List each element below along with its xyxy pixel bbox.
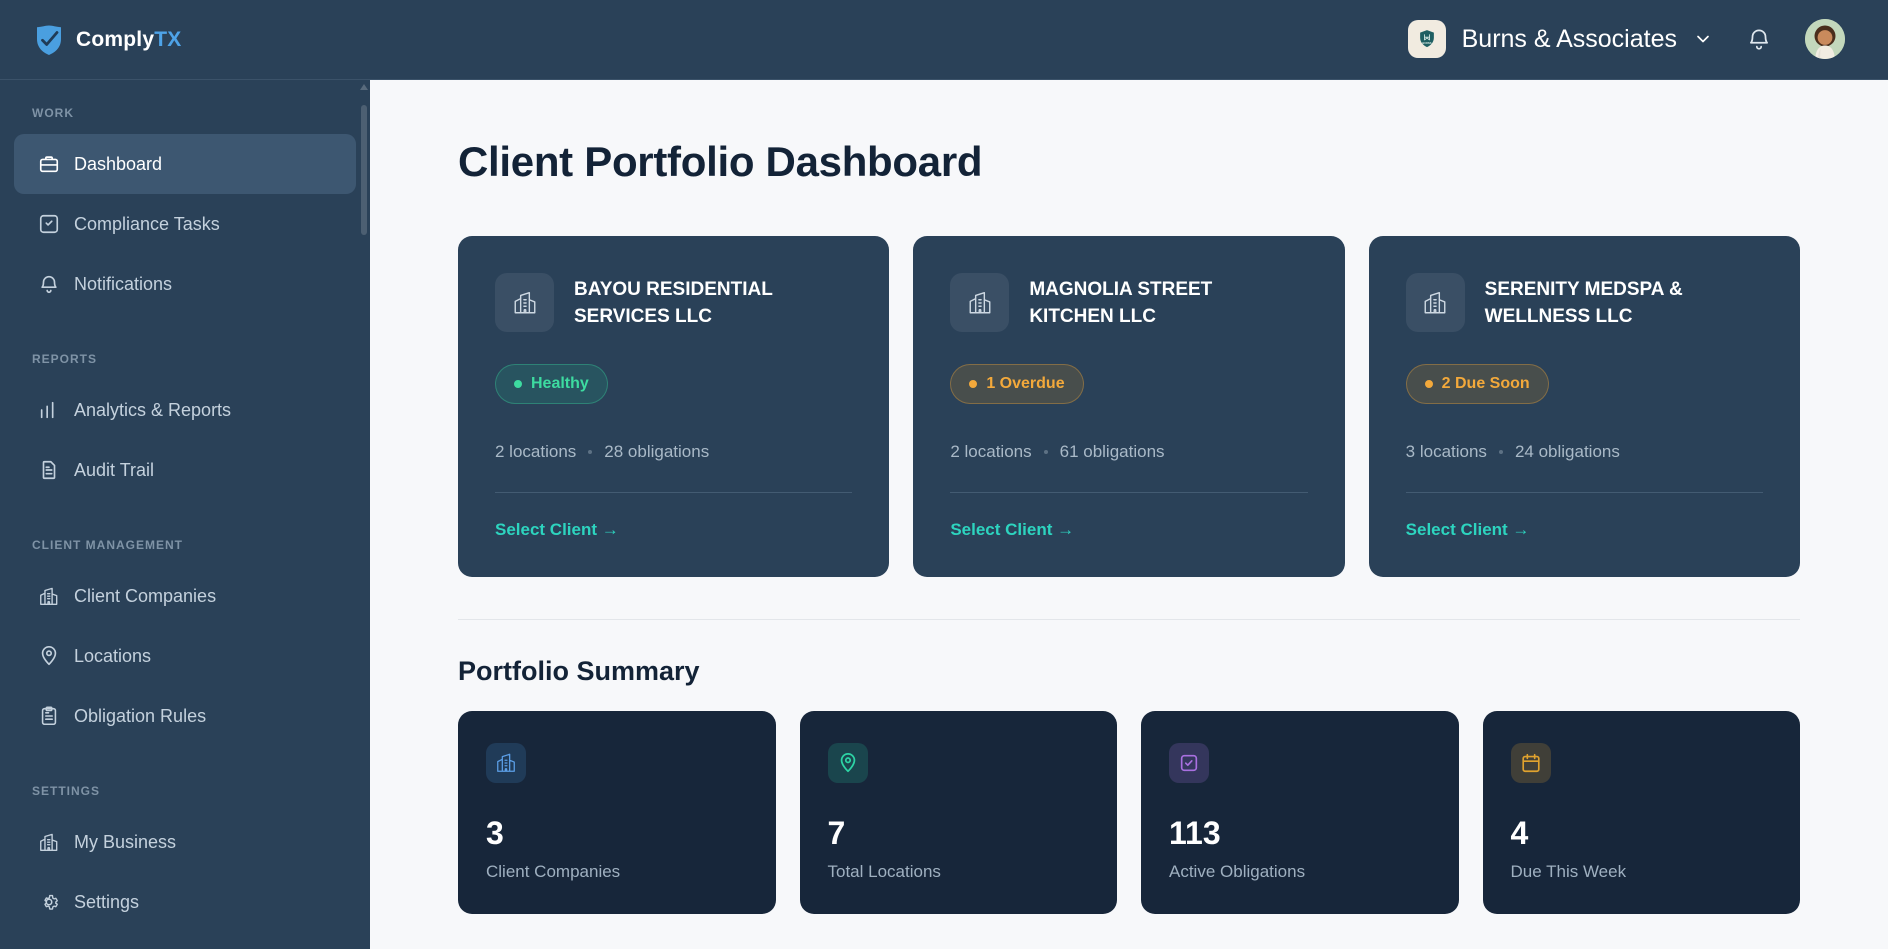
svg-text:BURNS: BURNS — [1422, 42, 1432, 45]
